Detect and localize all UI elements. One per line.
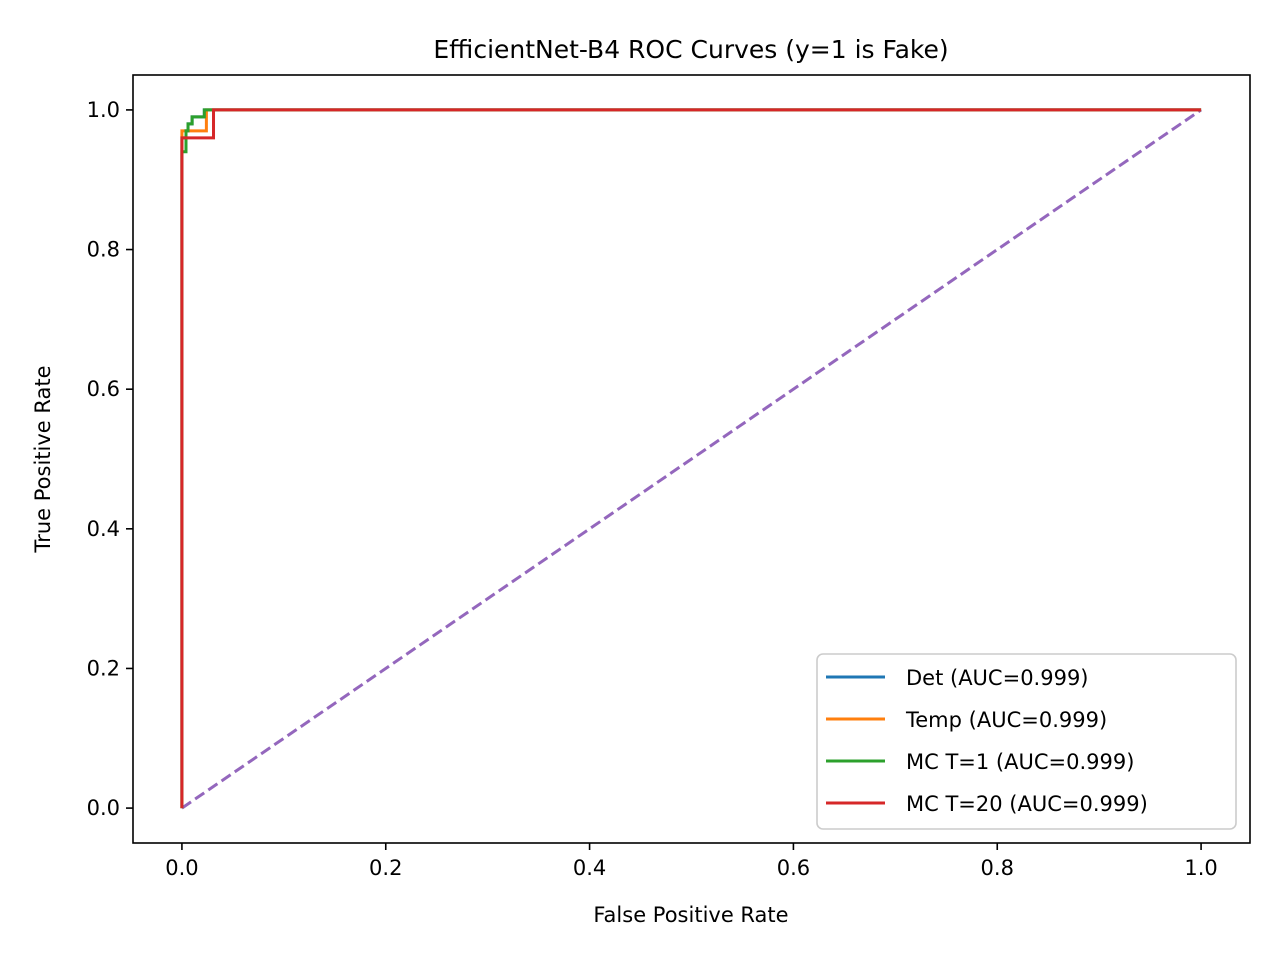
x-tick-label: 0.8 xyxy=(981,856,1014,880)
x-axis-label: False Positive Rate xyxy=(593,903,788,927)
y-axis-label: True Positive Rate xyxy=(31,365,55,553)
y-tick-label: 0.4 xyxy=(87,517,120,541)
y-tick-label: 1.0 xyxy=(87,98,120,122)
x-axis-ticks: 0.0 0.2 0.4 0.6 0.8 1.0 xyxy=(165,843,1218,880)
legend-box xyxy=(816,653,1237,830)
legend-items: Det (AUC=0.999) Temp (AUC=0.999) MC T=1 (A… xyxy=(826,666,1148,816)
x-tick-label: 0.6 xyxy=(777,856,810,880)
legend-label: Det (AUC=0.999) xyxy=(906,666,1089,690)
y-tick-label: 0.0 xyxy=(87,796,120,820)
x-tick-label: 0.4 xyxy=(573,856,606,880)
chart-title: EfficientNet-B4 ROC Curves (y=1 is Fake) xyxy=(433,35,948,64)
series-layer xyxy=(180,108,1202,810)
series-line-mc-t-1-auc-0-999 xyxy=(180,108,1202,809)
x-tick-label: 0.0 xyxy=(165,856,198,880)
legend: Det (AUC=0.999) Temp (AUC=0.999) MC T=1 (A… xyxy=(816,653,1237,830)
legend-label: Temp (AUC=0.999) xyxy=(905,708,1107,732)
y-tick-label: 0.6 xyxy=(87,377,120,401)
x-tick-label: 0.2 xyxy=(369,856,402,880)
axes-frame xyxy=(132,74,1251,844)
series-line-chance xyxy=(181,108,1202,810)
legend-label: MC T=1 (AUC=0.999) xyxy=(906,750,1134,774)
y-tick-label: 0.8 xyxy=(87,238,120,262)
series-line-mc-t-20-auc-0-999 xyxy=(180,108,1202,809)
y-tick-label: 0.2 xyxy=(87,656,120,680)
x-tick-label: 1.0 xyxy=(1184,856,1217,880)
legend-label: MC T=20 (AUC=0.999) xyxy=(906,792,1148,816)
y-axis-ticks: 0.0 0.2 0.4 0.6 0.8 1.0 xyxy=(87,98,133,820)
